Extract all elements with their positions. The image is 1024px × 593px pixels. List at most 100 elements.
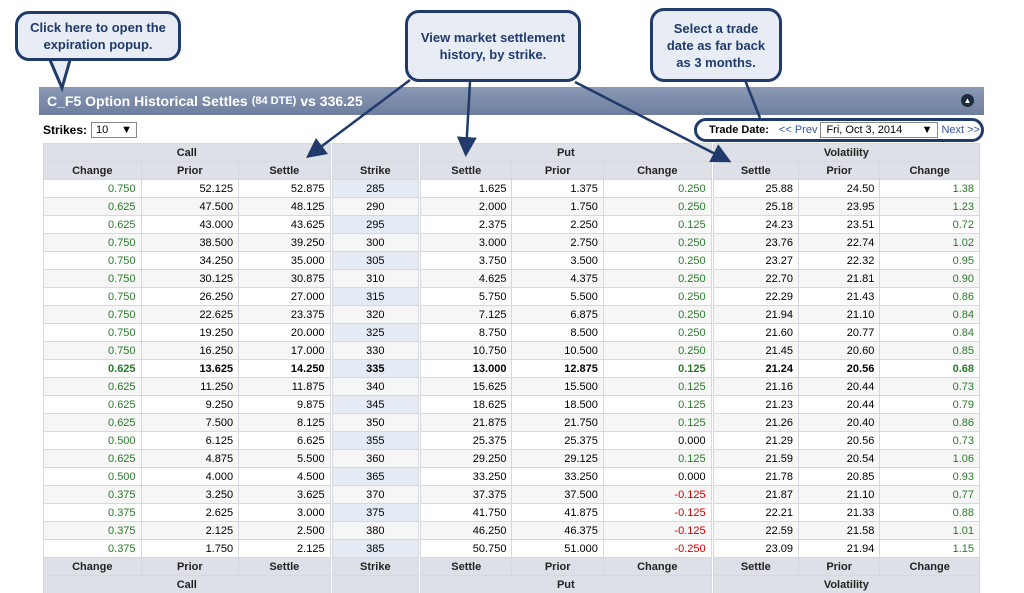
col-vol-change[interactable]: Change [879,161,980,180]
put-change-cell: 0.250 [602,269,712,288]
foot-call-change: Change [43,557,142,576]
col-strike[interactable]: Strike [331,161,419,180]
strikes-select[interactable]: 10 ▼ [91,122,138,138]
put-settle-cell: 10.750 [419,341,513,360]
prev-date-link[interactable]: << Prev [778,124,818,136]
call-prior-cell: 13.625 [140,359,240,378]
table-row: 0.625 4.875 5.500 360 29.250 29.125 0.125 21.59… [43,449,980,468]
vol-settle-cell: 23.27 [712,251,800,270]
call-settle-cell: 23.375 [238,305,331,324]
vol-prior-cell: 22.74 [798,233,881,252]
strikes-value: 10 [96,124,109,136]
vol-prior-cell: 21.81 [798,269,881,288]
put-prior-cell: 37.500 [511,485,604,504]
put-change-cell: 0.250 [602,233,712,252]
vol-settle-cell: 21.26 [712,413,800,432]
call-prior-cell: 4.875 [140,449,240,468]
call-change-cell: 0.625 [43,215,142,234]
foot-call-prior: Prior [140,557,240,576]
chevron-down-icon: ▼ [121,124,133,136]
vol-prior-cell: 23.51 [798,215,881,234]
vol-change-cell: 0.90 [879,269,980,288]
call-change-cell: 0.750 [43,269,142,288]
col-put-change[interactable]: Change [602,161,712,180]
put-settle-cell: 8.750 [419,323,513,342]
vol-settle-cell: 21.60 [712,323,800,342]
group-put: Put [420,143,712,162]
chevron-up-icon[interactable]: ▲ [961,94,974,107]
put-change-cell: 0.250 [602,197,712,216]
strike-cell: 385 [331,539,419,558]
call-prior-cell: 30.125 [140,269,240,288]
foot-group-call: Call [43,575,331,593]
put-prior-cell: 15.500 [511,377,604,396]
put-prior-cell: 25.375 [511,431,604,450]
strike-cell: 380 [331,521,419,540]
call-settle-cell: 8.125 [238,413,331,432]
vol-settle-cell: 23.09 [712,539,800,558]
strike-cell: 365 [331,467,419,486]
col-vol-prior[interactable]: Prior [798,161,881,180]
call-settle-cell: 11.875 [238,377,331,396]
call-prior-cell: 43.000 [140,215,240,234]
trade-date-value: Fri, Oct 3, 2014 [826,124,903,136]
strikes-control: Strikes: 10 ▼ [43,122,138,138]
strike-cell: 315 [331,287,419,306]
vol-settle-cell: 21.24 [712,359,800,378]
table-row: 0.750 26.250 27.000 315 5.750 5.500 0.250 22.29… [43,287,980,306]
call-change-cell: 0.625 [43,395,142,414]
vol-prior-cell: 20.56 [798,431,881,450]
call-change-cell: 0.625 [43,197,142,216]
call-prior-cell: 11.250 [140,377,240,396]
next-date-link[interactable]: Next >> [941,124,980,136]
col-call-change[interactable]: Change [43,161,142,180]
call-change-cell: 0.375 [43,503,142,522]
foot-strike: Strike [331,557,419,576]
col-call-prior[interactable]: Prior [140,161,240,180]
trade-date-select[interactable]: Fri, Oct 3, 2014 ▼ [820,122,939,138]
put-settle-cell: 2.000 [419,197,513,216]
col-vol-settle[interactable]: Settle [712,161,800,180]
call-prior-cell: 19.250 [140,323,240,342]
call-settle-cell: 3.000 [238,503,331,522]
call-prior-cell: 3.250 [140,485,240,504]
call-change-cell: 0.500 [43,467,142,486]
call-settle-cell: 2.125 [238,539,331,558]
call-change-cell: 0.375 [43,521,142,540]
vol-prior-cell: 20.44 [798,377,881,396]
put-settle-cell: 7.125 [419,305,513,324]
vol-prior-cell: 20.56 [798,359,881,378]
vol-settle-cell: 21.16 [712,377,800,396]
panel-title: C_F5 Option Historical Settles [47,93,248,109]
put-prior-cell: 3.500 [511,251,604,270]
put-settle-cell: 37.375 [419,485,513,504]
put-prior-cell: 8.500 [511,323,604,342]
vol-settle-cell: 23.76 [712,233,800,252]
vol-change-cell: 1.02 [879,233,980,252]
vol-prior-cell: 20.44 [798,395,881,414]
strike-cell: 310 [331,269,419,288]
put-settle-cell: 13.000 [419,359,513,378]
table-row: 0.500 6.125 6.625 355 25.375 25.375 0.000 21.29… [43,431,980,450]
call-settle-cell: 14.250 [238,359,331,378]
dte-label: (84 DTE) [251,95,297,107]
strikes-label: Strikes: [43,123,88,137]
put-prior-cell: 12.875 [511,359,604,378]
call-change-cell: 0.375 [43,539,142,558]
vol-change-cell: 0.86 [879,287,980,306]
strike-cell: 345 [331,395,419,414]
vol-prior-cell: 24.50 [798,179,881,198]
col-put-settle[interactable]: Settle [419,161,513,180]
call-settle-cell: 27.000 [238,287,331,306]
call-change-cell: 0.625 [43,359,142,378]
callout-settlement: View market settlement history, by strik… [405,10,581,82]
table-row: 0.375 1.750 2.125 385 50.750 51.000 -0.250 23.0… [43,539,980,558]
vol-settle-cell: 25.88 [712,179,800,198]
col-call-settle[interactable]: Settle [238,161,331,180]
col-put-prior[interactable]: Prior [511,161,604,180]
column-footer-row: Change Prior Settle Strike Settle Prior … [43,557,980,576]
chevron-down-icon: ▼ [921,124,933,136]
vol-change-cell: 1.06 [879,449,980,468]
put-change-cell: 0.250 [602,251,712,270]
call-prior-cell: 2.125 [140,521,240,540]
